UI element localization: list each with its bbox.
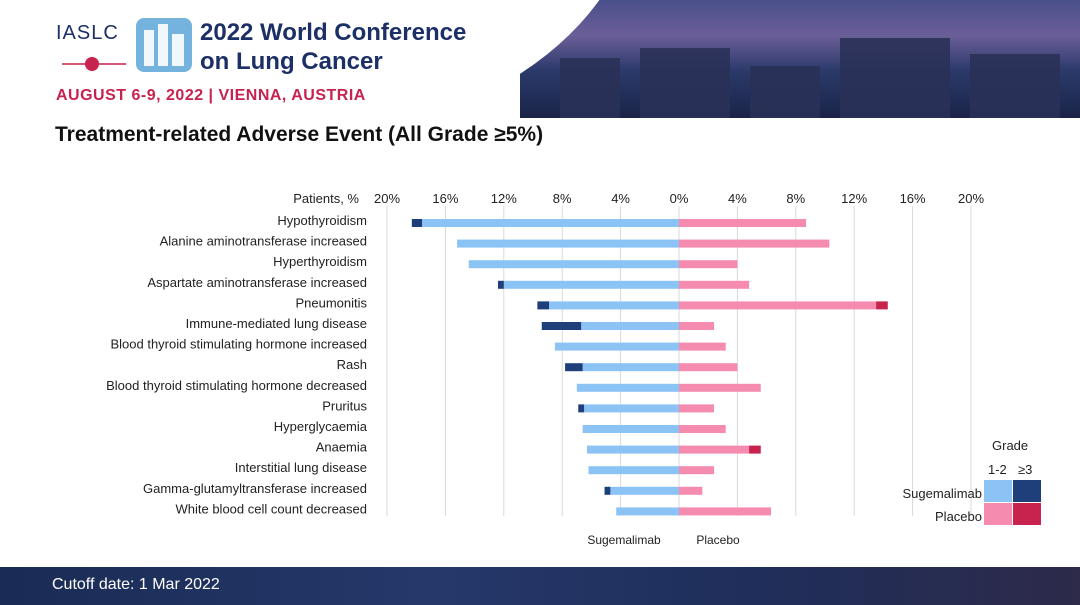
category-label: White blood cell count decreased	[175, 501, 367, 516]
bar-sugemalimab-grade-3	[541, 322, 582, 330]
category-label: Anaemia	[316, 440, 368, 455]
bar-sugemalimab-grade-3	[578, 404, 585, 413]
category-label: Pneumonitis	[295, 295, 367, 310]
legend-swatch-placebo-g3	[1013, 503, 1041, 525]
legend-swatch-placebo-g12	[984, 503, 1012, 525]
footer-banner	[0, 567, 1080, 605]
bar-placebo-grade-1-2	[679, 466, 715, 475]
category-label: Alanine aminotransferase increased	[160, 234, 367, 249]
x-tick-label: 8%	[553, 191, 572, 206]
butterfly-bar-chart: 20% 16% 12% 8% 4% 0% 4% 8% 12% 16% 20% Patients, % H…	[106, 191, 984, 547]
bar-sugemalimab-grade-1-2	[610, 486, 679, 495]
bar-sugemalimab-grade-3	[565, 363, 583, 372]
bar-placebo-grade-1-2	[679, 301, 877, 310]
category-label: Hyperthyroidism	[273, 254, 367, 269]
legend-swatch-sugemalimab-g3	[1013, 480, 1041, 502]
legend-label-sugemalimab: Sugemalimab	[902, 486, 983, 501]
bar-sugemalimab-grade-1-2	[581, 322, 679, 330]
category-label: Hypothyroidism	[277, 213, 367, 228]
bar-placebo-grade-1-2	[679, 342, 726, 351]
bar-sugemalimab-grade-3	[537, 301, 550, 310]
category-label: Blood thyroid stimulating hormone decrea…	[106, 378, 367, 393]
bar-placebo-grade-1-2	[679, 486, 703, 495]
city-photo-banner	[520, 0, 1080, 118]
bar-placebo-grade-1-2	[679, 404, 715, 413]
legend-col-grade-1-2: 1-2	[988, 462, 1007, 477]
bar-placebo-grade-1-2	[679, 425, 726, 433]
x-tick-label: 12%	[491, 191, 517, 206]
x-tick-label: 12%	[841, 191, 867, 206]
conference-date-location: AUGUST 6-9, 2022 | VIENNA, AUSTRIA	[56, 87, 366, 104]
x-tick-label: 8%	[786, 191, 805, 206]
category-label: Gamma-glutamyltransferase increased	[143, 481, 367, 496]
bar-sugemalimab-grade-3	[411, 219, 423, 227]
bar-placebo-grade-3	[749, 445, 761, 454]
bar-sugemalimab-grade-3	[497, 280, 504, 289]
bar-sugemalimab-grade-1-2	[582, 425, 679, 433]
x-tick-label: 4%	[611, 191, 630, 206]
bar-placebo-grade-1-2	[679, 363, 738, 372]
bar-sugemalimab-grade-1-2	[422, 219, 679, 227]
iaslc-logo-icon	[62, 18, 192, 72]
bar-sugemalimab-grade-1-2	[468, 260, 679, 269]
bar-placebo-grade-1-2	[679, 260, 738, 269]
legend-label-placebo: Placebo	[935, 509, 982, 524]
bar-sugemalimab-grade-1-2	[554, 342, 679, 351]
bar-placebo-grade-1-2	[679, 219, 807, 227]
category-label: Rash	[337, 357, 367, 372]
bar-placebo-grade-1-2	[679, 507, 771, 516]
category-label: Blood thyroid stimulating hormone increa…	[110, 337, 367, 352]
x-tick-label: 16%	[432, 191, 458, 206]
legend-swatch-sugemalimab-g12	[984, 480, 1012, 502]
bar-sugemalimab-grade-3	[604, 486, 611, 495]
category-label: Pruritus	[322, 398, 367, 413]
bar-placebo-grade-1-2	[679, 383, 761, 392]
bar-sugemalimab-grade-1-2	[503, 280, 679, 289]
bar-sugemalimab-grade-1-2	[576, 383, 679, 392]
bar-placebo-grade-1-2	[679, 280, 750, 289]
x-tick-label: 20%	[958, 191, 984, 206]
x-tick-label: 4%	[728, 191, 747, 206]
org-name: IASLC	[56, 22, 119, 44]
bar-sugemalimab-grade-1-2	[582, 363, 679, 372]
category-label: Immune-mediated lung disease	[186, 316, 367, 331]
legend-title: Grade	[992, 438, 1029, 453]
slide-title: Treatment-related Adverse Event (All Gra…	[55, 123, 544, 146]
bar-sugemalimab-grade-1-2	[588, 466, 679, 475]
bar-placebo-grade-1-2	[679, 322, 715, 330]
bar-sugemalimab-grade-1-2	[587, 445, 679, 454]
bar-placebo-grade-3	[876, 301, 888, 310]
y-axis-title: Patients, %	[293, 191, 359, 206]
category-label: Hyperglycaemia	[274, 419, 368, 434]
category-label: Aspartate aminotransferase increased	[147, 275, 367, 290]
category-label: Interstitial lung disease	[235, 460, 367, 475]
x-tick-label: 16%	[900, 191, 926, 206]
conference-title-line1: 2022 World Conference	[200, 19, 467, 46]
bar-sugemalimab-grade-1-2	[616, 507, 679, 516]
header-banner	[0, 0, 1080, 118]
bar-sugemalimab-grade-1-2	[584, 404, 679, 413]
bar-sugemalimab-grade-1-2	[457, 239, 679, 248]
bar-sugemalimab-grade-1-2	[549, 301, 679, 310]
x-label-sugemalimab: Sugemalimab	[587, 533, 661, 547]
x-label-placebo: Placebo	[696, 533, 740, 547]
cutoff-date: Cutoff date: 1 Mar 2022	[52, 576, 220, 593]
x-tick-label: 0%	[670, 191, 689, 206]
conference-title: 2022 World Conference on Lung Cancer	[200, 18, 466, 76]
legend-col-grade-3: ≥3	[1018, 462, 1033, 477]
conference-title-line2: on Lung Cancer	[200, 48, 383, 75]
bar-placebo-grade-1-2	[679, 239, 830, 248]
x-tick-label: 20%	[374, 191, 400, 206]
bar-placebo-grade-1-2	[679, 445, 750, 454]
